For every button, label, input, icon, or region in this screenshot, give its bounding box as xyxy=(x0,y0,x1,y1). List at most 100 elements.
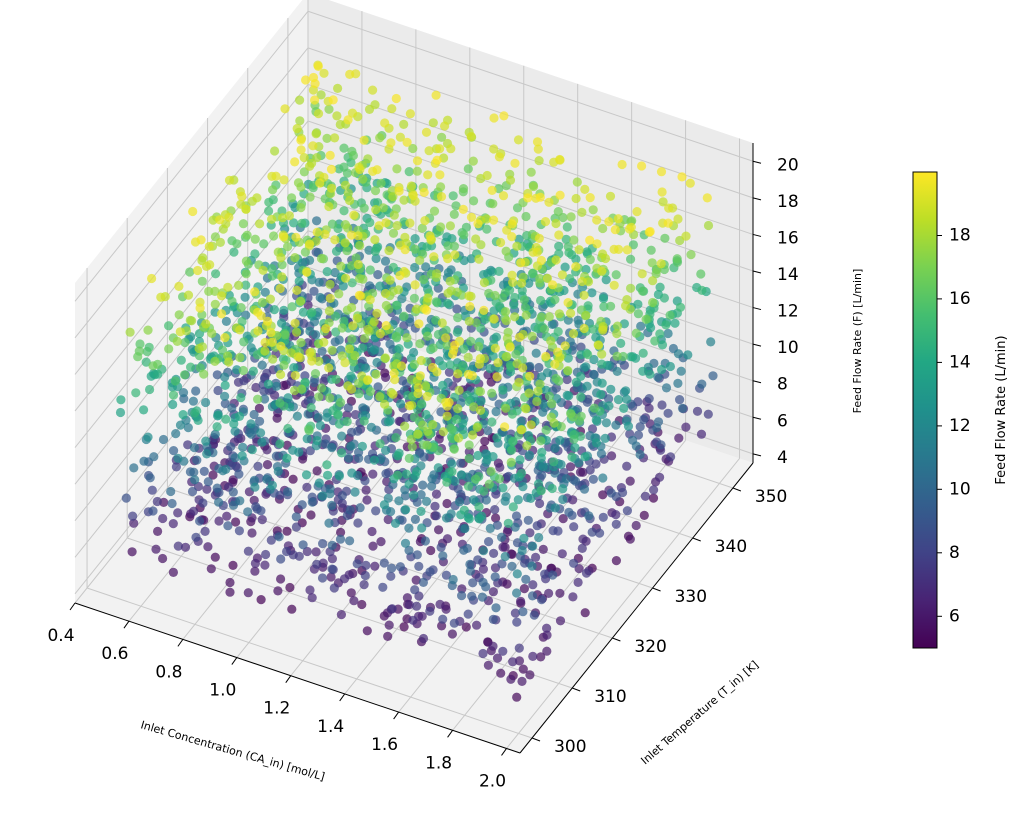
data-point xyxy=(228,560,238,571)
data-point xyxy=(558,494,568,505)
data-point xyxy=(584,511,594,521)
data-point xyxy=(418,480,428,490)
data-point xyxy=(571,377,581,387)
data-point xyxy=(313,412,324,423)
data-point xyxy=(657,340,668,350)
data-point xyxy=(633,309,644,319)
data-point xyxy=(447,467,457,477)
data-point xyxy=(412,467,422,477)
data-point xyxy=(214,497,224,507)
data-point xyxy=(380,399,390,409)
data-point xyxy=(348,321,358,331)
data-point xyxy=(554,241,564,251)
data-point xyxy=(359,580,369,590)
data-point xyxy=(395,562,405,572)
data-point xyxy=(568,329,579,339)
data-point xyxy=(450,476,460,486)
data-point xyxy=(441,513,452,523)
data-point xyxy=(617,159,627,170)
data-point xyxy=(456,470,466,480)
data-point xyxy=(277,272,287,282)
data-point xyxy=(195,303,205,313)
data-point xyxy=(267,480,277,490)
data-point xyxy=(180,370,190,380)
data-point xyxy=(592,215,602,225)
data-point xyxy=(611,420,621,430)
data-point xyxy=(308,141,318,151)
data-point xyxy=(597,266,607,276)
data-point xyxy=(307,497,317,507)
data-point xyxy=(374,221,384,231)
data-point xyxy=(215,215,225,225)
data-point xyxy=(426,545,436,556)
data-point xyxy=(656,440,666,450)
data-point xyxy=(561,234,571,244)
data-point xyxy=(563,242,573,252)
data-point xyxy=(221,414,231,424)
data-point xyxy=(372,357,382,368)
data-point xyxy=(264,206,274,216)
data-point xyxy=(453,313,463,323)
data-point xyxy=(624,224,635,234)
data-point xyxy=(276,574,286,584)
z-tick-label: 18 xyxy=(777,192,799,212)
data-point xyxy=(516,425,526,435)
data-point xyxy=(447,425,457,435)
data-point xyxy=(535,379,545,389)
data-point xyxy=(263,316,273,326)
data-point xyxy=(347,468,357,478)
y-tick xyxy=(572,687,581,692)
data-point xyxy=(409,293,419,303)
data-point xyxy=(277,318,287,328)
data-point xyxy=(511,588,522,598)
data-point xyxy=(331,246,342,256)
data-point xyxy=(230,426,240,436)
data-point xyxy=(402,333,412,343)
data-point xyxy=(249,409,259,420)
data-point xyxy=(221,464,231,474)
data-point xyxy=(478,564,488,574)
data-point xyxy=(283,423,293,434)
data-point xyxy=(339,574,350,584)
data-point xyxy=(289,218,299,228)
data-point xyxy=(597,378,607,388)
data-point xyxy=(528,580,538,590)
data-point xyxy=(417,223,427,233)
data-point xyxy=(191,532,201,542)
data-point xyxy=(404,600,414,610)
data-point xyxy=(235,325,245,335)
data-point xyxy=(273,466,283,476)
data-point xyxy=(202,449,212,459)
data-point xyxy=(261,549,271,560)
colorbar-title: Feed Flow Rate (L/min) xyxy=(994,335,1009,484)
data-point xyxy=(623,421,634,431)
data-point xyxy=(267,337,277,347)
data-point xyxy=(369,345,380,355)
data-point xyxy=(569,235,579,245)
data-point xyxy=(375,133,385,143)
data-point xyxy=(152,496,162,507)
data-point xyxy=(125,327,135,337)
data-point xyxy=(519,533,529,543)
data-point xyxy=(387,563,397,573)
data-point xyxy=(260,337,270,348)
data-point xyxy=(507,270,517,280)
data-point xyxy=(290,318,300,328)
data-point xyxy=(279,360,289,370)
data-point xyxy=(326,572,336,582)
data-point xyxy=(205,260,215,270)
data-point xyxy=(232,239,242,249)
data-point xyxy=(488,614,498,625)
data-point xyxy=(677,403,688,413)
data-point xyxy=(490,343,500,353)
data-point xyxy=(256,595,266,605)
data-point xyxy=(612,351,622,361)
data-point xyxy=(183,423,193,433)
data-point xyxy=(637,269,647,279)
data-point xyxy=(577,207,587,217)
data-point xyxy=(264,197,274,207)
data-point xyxy=(492,653,503,663)
data-point xyxy=(194,351,205,361)
y-tick-label: 320 xyxy=(634,637,666,657)
data-point xyxy=(354,378,364,388)
